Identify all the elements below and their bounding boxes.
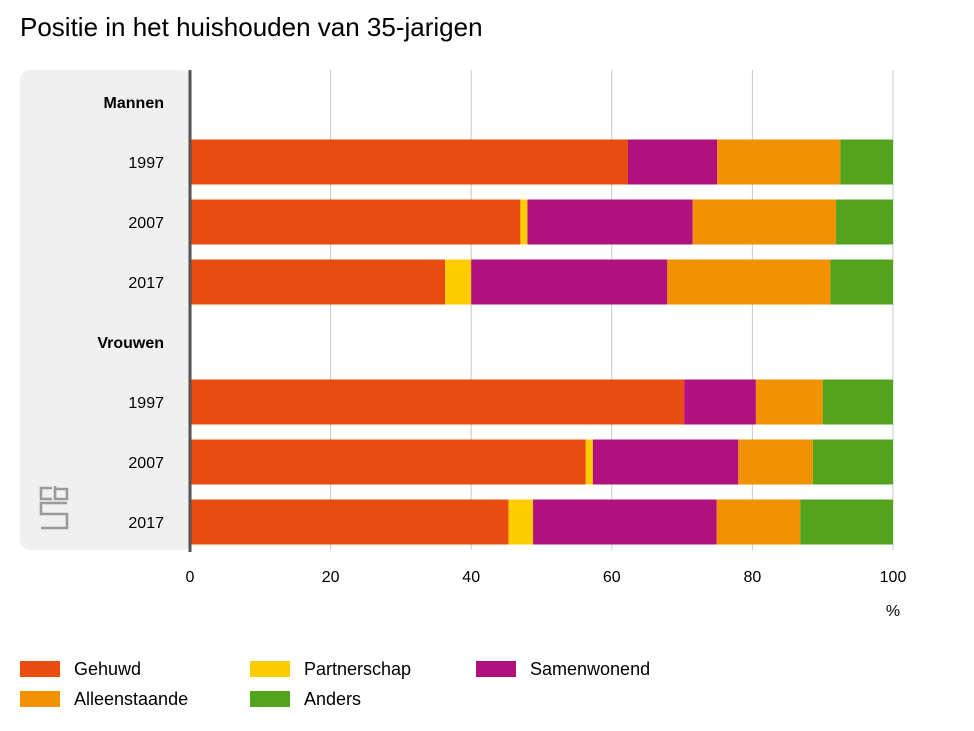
bar-segment [445,259,472,305]
legend-label: Alleenstaande [74,688,189,709]
bar-segment [822,379,893,425]
legend: Gehuwd Partnerschap Samenwonend Alleenstaan… [20,656,960,726]
bar-segment [800,499,893,545]
stacked-bar-chart: Mannen 1997 2007 2017 Vrouwen 1997 2007 2017 0 20… [20,70,907,620]
group-label: Mannen [104,95,164,112]
legend-label: Anders [304,688,362,709]
x-tick-label: 40 [462,569,480,586]
x-tick-label: 20 [322,569,340,586]
bar-segment [190,259,446,305]
x-tick-label: 80 [744,569,762,586]
bar-segment [508,499,534,545]
chart-title: Positie in het huishouden van 35-jarigen [20,12,483,42]
bar-segment [190,499,509,545]
legend-item-partnerschap: Partnerschap [250,658,411,680]
bar-segment [520,199,528,245]
category-label: 2007 [128,455,164,472]
legend-item-anders: Anders [250,688,361,710]
bar-segment [585,439,593,485]
bar-segment [755,379,823,425]
x-unit-label: % [886,603,900,620]
bar-segment [836,199,893,245]
category-label: 1997 [128,155,164,172]
legend-item-gehuwd: Gehuwd [20,658,141,680]
bar-segment [592,439,739,485]
bar-segment [527,199,693,245]
legend-label: Partnerschap [304,658,412,679]
legend-swatch [476,661,516,677]
bar-segment [716,499,801,545]
bar-segment [692,199,837,245]
legend-item-alleenstaande: Alleenstaande [20,688,188,710]
legend-item-samenwonend: Samenwonend [476,658,650,680]
category-label: 2017 [128,275,164,292]
bar-segment [533,499,717,545]
bar-segment [738,439,813,485]
bar-segment [190,199,521,245]
bar-segment [684,379,756,425]
legend-swatch [20,661,60,677]
legend-swatch [250,661,290,677]
bar-segment [812,439,893,485]
x-tick-label: 0 [186,569,195,586]
legend-swatch [20,691,60,707]
bar-segment [627,139,718,185]
legend-label: Samenwonend [530,658,651,679]
bar-segment [190,139,628,185]
category-label: 2007 [128,215,164,232]
category-label: 1997 [128,395,164,412]
bar-segment [840,139,893,185]
group-label: Vrouwen [97,335,164,352]
bar-segment [717,139,841,185]
x-tick-label: 100 [880,569,907,586]
cbs-logo-icon [39,486,69,530]
bar-segment [190,439,586,485]
bar-segment [471,259,668,305]
bar-segment [830,259,893,305]
category-label: 2017 [128,515,164,532]
bar-segment [190,379,685,425]
x-tick-label: 60 [603,569,621,586]
legend-label: Gehuwd [74,658,142,679]
label-panel [20,70,192,550]
legend-swatch [250,691,290,707]
bar-segment [667,259,831,305]
